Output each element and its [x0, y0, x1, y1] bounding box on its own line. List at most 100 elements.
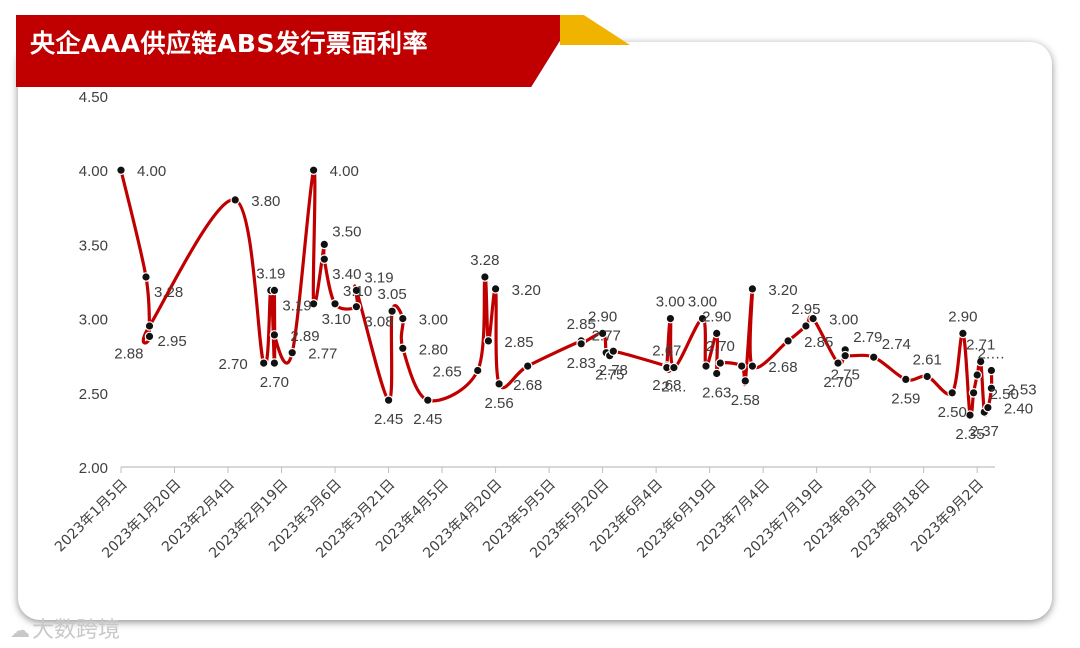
data-label: 2.68: [513, 377, 542, 394]
data-point: [230, 195, 240, 205]
title-banner: [16, 15, 576, 87]
watermark: ☁大数跨境: [10, 612, 120, 644]
data-point: [351, 301, 362, 312]
data-point: [711, 368, 722, 379]
data-point: [868, 352, 879, 362]
data-label: 2.90: [702, 308, 731, 325]
data-point: [747, 361, 758, 371]
data-label: 3.28: [470, 252, 499, 269]
data-point: [308, 165, 319, 175]
data-point: [608, 346, 619, 356]
data-label: 2.50: [990, 386, 1019, 403]
data-label: 3.10: [322, 311, 351, 328]
data-point: [269, 285, 280, 296]
data-label: 2.56: [484, 395, 513, 412]
data-point: [665, 313, 676, 324]
y-tick-label: 3.50: [79, 237, 108, 254]
y-tick-label: 2.50: [79, 386, 108, 403]
data-label: 2.61: [913, 352, 942, 369]
data-label: 2.77: [592, 328, 621, 345]
data-point: [972, 370, 982, 380]
data-point: [144, 321, 155, 331]
data-point: [808, 313, 818, 324]
data-point: [490, 284, 501, 294]
watermark-text: 大数跨境: [32, 618, 121, 643]
data-label: 3.19: [256, 265, 285, 282]
data-label: 3.80: [251, 193, 280, 210]
data-point: [711, 328, 722, 339]
y-tick-label: 2.00: [79, 460, 108, 477]
data-point: [840, 350, 850, 361]
data-label: 2.95: [158, 333, 187, 350]
data-point: [397, 343, 408, 354]
data-label: 2.78: [599, 362, 628, 379]
data-label: 2.90: [948, 308, 977, 325]
data-point: [319, 254, 330, 265]
y-tick-label: 4.50: [79, 89, 108, 106]
data-point: [522, 361, 533, 371]
data-point: [483, 336, 494, 346]
data-point: [669, 362, 679, 373]
data-point: [480, 272, 490, 282]
data-point: [801, 321, 811, 331]
data-label: 2.70: [823, 374, 852, 391]
data-label: 2.83: [567, 355, 596, 372]
data-point: [576, 338, 586, 349]
data-point: [258, 358, 269, 368]
data-point: [986, 365, 997, 376]
data-label: 3.00: [829, 312, 858, 329]
data-label: 2.53: [1007, 381, 1036, 398]
data-point: [740, 376, 751, 386]
data-label: 2.85: [567, 316, 596, 333]
data-point: [947, 387, 957, 398]
data-label: 2.95: [791, 301, 820, 318]
chart-title: 央企AAA供应链ABS发行票面利率: [30, 29, 428, 58]
data-point: [833, 358, 843, 368]
data-label: 2.58: [731, 392, 760, 409]
data-point: [922, 371, 932, 382]
data-point: [747, 284, 758, 294]
data-point: [494, 379, 504, 389]
data-label: 3.08: [364, 314, 393, 331]
data-point: [900, 374, 911, 385]
data-label: 2.65: [432, 364, 461, 381]
logo-icon: ☁: [10, 618, 30, 642]
data-point: [958, 328, 968, 339]
data-point: [715, 358, 726, 368]
data-label: 4.00: [330, 163, 359, 180]
data-label: 2.74: [882, 336, 911, 353]
data-label: 3.19: [282, 297, 311, 314]
data-point: [597, 328, 608, 339]
data-point: [387, 306, 397, 316]
data-label: 2.67: [652, 343, 681, 360]
data-label: 2.…: [978, 346, 1006, 363]
data-point: [144, 331, 155, 342]
data-label: 2.70: [706, 338, 735, 355]
data-label: 2.75: [831, 367, 860, 384]
data-point: [986, 383, 997, 394]
data-label: 2.90: [588, 308, 617, 325]
data-label: 2.50: [938, 404, 967, 421]
data-point: [287, 347, 297, 358]
data-label: 4.00: [137, 163, 166, 180]
data-label: 2.88: [114, 345, 143, 362]
data-point: [141, 272, 151, 282]
data-point: [116, 165, 126, 175]
data-label: 3.05: [377, 286, 406, 303]
data-label: 2.40: [1004, 401, 1033, 418]
data-point: [319, 239, 330, 250]
data-point: [351, 285, 362, 296]
data-point: [422, 395, 433, 405]
data-point: [383, 395, 394, 405]
data-label: 2.63: [702, 385, 731, 402]
data-label: 2.85: [804, 334, 833, 351]
data-point: [736, 361, 747, 371]
data-point: [701, 361, 711, 371]
data-label: 2.68: [768, 359, 797, 376]
data-label: 3.00: [688, 294, 717, 311]
data-point: [269, 358, 280, 368]
data-label: 2....: [661, 379, 686, 396]
data-point: [965, 410, 975, 420]
x-axis-ticks: 2023年1月5日2023年1月20日2023年2月4日2023年2月19日20…: [52, 467, 987, 562]
data-labels: 4.00 3.28 2.88 2.95 3.80 2.70 3.19 2.70 3.19 2.89…: [114, 163, 1036, 443]
